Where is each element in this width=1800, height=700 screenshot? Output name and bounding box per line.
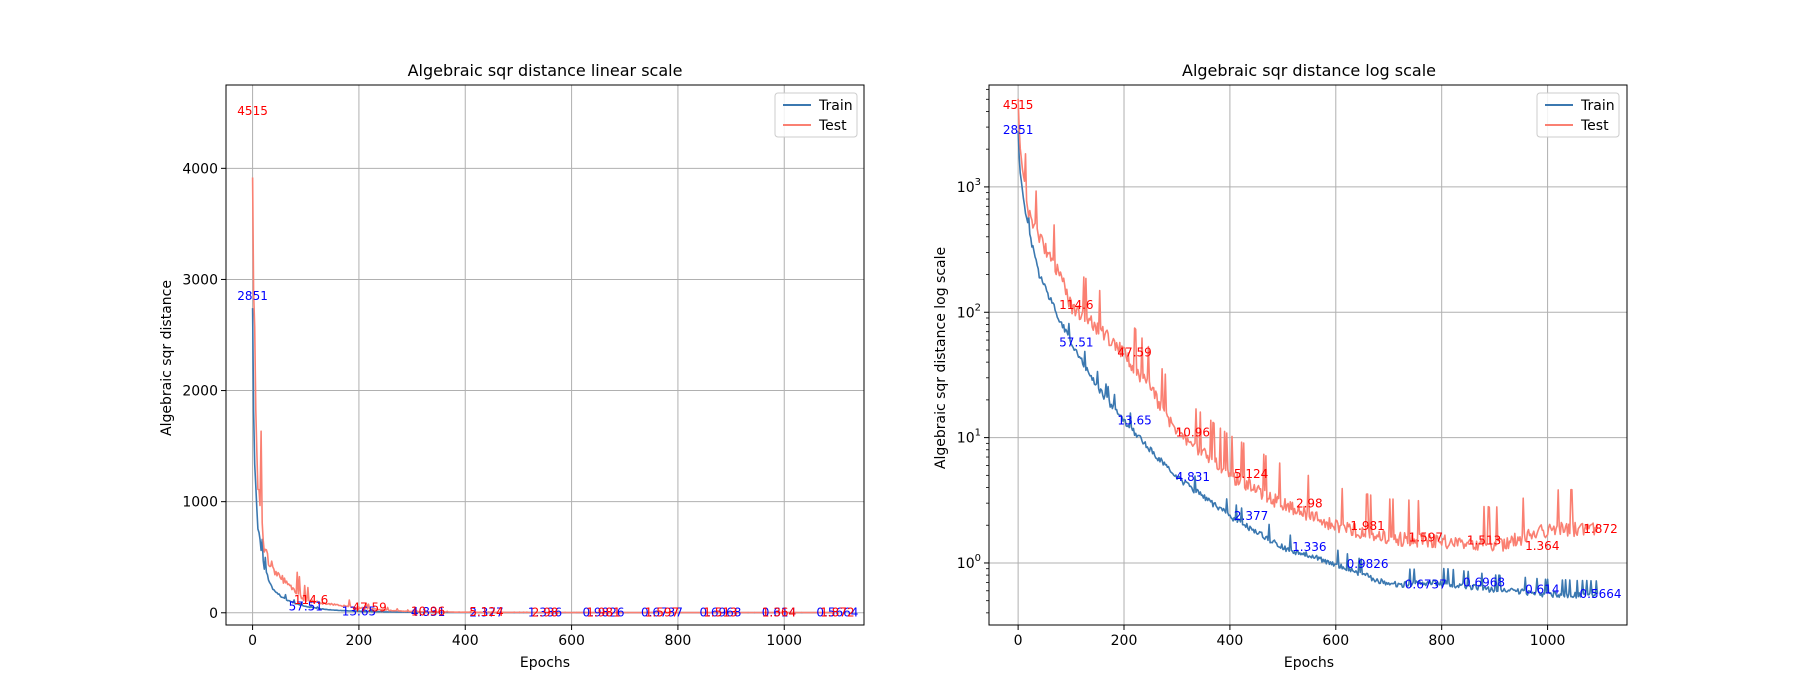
data-label-test: 5.124 — [469, 605, 503, 619]
legend-test-label: Test — [1580, 118, 1609, 134]
data-label-train: 13.65 — [342, 604, 376, 618]
y-tick-label: 1000 — [182, 495, 218, 511]
data-label-train: 0.6968 — [699, 606, 741, 620]
x-tick-label: 800 — [665, 633, 692, 649]
x-tick-label: 0 — [248, 633, 257, 649]
data-label-train: 0.9826 — [1347, 557, 1389, 571]
data-label-train: 4.831 — [411, 605, 445, 619]
chart-log-ylabel: Algebraic sqr distance log scale — [933, 247, 949, 469]
data-label-test: 47.59 — [1117, 346, 1151, 360]
plot-frame — [225, 84, 865, 626]
y-tick-label: 2000 — [182, 384, 218, 400]
x-tick-label: 600 — [558, 633, 585, 649]
data-label-train: 0.5664 — [816, 606, 858, 620]
chart-log-legend: Train Test — [1536, 92, 1620, 138]
data-label-train: 0.614 — [762, 606, 796, 620]
data-label-test: 1.597 — [645, 606, 679, 620]
data-label-test: 2.98 — [532, 605, 559, 619]
y-tick-exponent: 2 — [975, 302, 981, 313]
data-label-train: 57.51 — [1059, 335, 1093, 349]
chart-linear-ylabel: Algebraic sqr distance — [159, 280, 175, 436]
data-label-train: 0.9826 — [582, 606, 624, 620]
y-tick-exponent: 3 — [975, 177, 981, 188]
data-label-train: 0.6737 — [641, 606, 683, 620]
data-label-test: 1.513 — [703, 606, 737, 620]
data-label-train: 57.51 — [289, 599, 323, 613]
series-line-train — [1017, 130, 1599, 599]
data-label-train: 1.336 — [528, 606, 562, 620]
chart-log-title: Algebraic sqr distance log scale — [1182, 61, 1436, 80]
data-label-train: 2.377 — [469, 606, 503, 620]
y-tick-label: 3000 — [182, 272, 218, 288]
data-label-train: 4.831 — [1176, 470, 1210, 484]
data-label-train: 2851 — [237, 289, 268, 303]
data-label-test: 1.597 — [1409, 530, 1443, 544]
data-label-test: 114.6 — [294, 593, 328, 607]
data-label-test: 5.124 — [1234, 467, 1268, 481]
x-tick-label: 1000 — [766, 633, 802, 649]
data-label-train: 0.6737 — [1405, 577, 1447, 591]
data-label-test: 1.872 — [820, 606, 854, 620]
legend-train-label: Train — [1580, 98, 1615, 114]
chart-log-xlabel: Epochs — [1284, 655, 1334, 671]
data-label-test: 10.96 — [411, 605, 445, 619]
x-tick-label: 200 — [1111, 633, 1138, 649]
chart-linear-xlabel: Epochs — [520, 655, 570, 671]
data-label-test: 47.59 — [352, 600, 386, 614]
y-tick-exponent: 1 — [975, 428, 981, 439]
data-label-train: 0.5664 — [1580, 587, 1622, 601]
legend-train-label: Train — [818, 98, 853, 114]
data-label-test: 1.981 — [586, 606, 620, 620]
chart-log-plot: 2851 57.51 13.65 4.831 2.377 1.336 0.9826 0.673… — [957, 84, 1628, 649]
data-label-train: 0.6968 — [1463, 576, 1505, 590]
chart-log: Algebraic sqr distance log scale Epochs … — [933, 61, 1628, 671]
data-label-test: 1.872 — [1583, 522, 1617, 536]
chart-linear-plot: 2851 57.51 13.65 4.831 2.377 1.336 0.9826 0.673… — [182, 84, 865, 649]
data-label-train: 2.377 — [1234, 509, 1268, 523]
data-label-train: 2851 — [1003, 123, 1034, 137]
data-label-test: 1.364 — [762, 606, 796, 620]
y-tick-label: 4000 — [182, 161, 218, 177]
data-label-test: 2.98 — [1296, 497, 1323, 511]
data-label-test: 1.981 — [1350, 519, 1384, 533]
series-line-test — [1017, 98, 1599, 552]
plot-frame — [988, 84, 1628, 626]
data-label-test: 4515 — [237, 104, 268, 118]
y-tick-exponent: 0 — [975, 553, 981, 564]
data-label-test: 1.513 — [1467, 533, 1501, 547]
chart-linear: Algebraic sqr distance linear scale Epoc… — [159, 61, 865, 671]
x-tick-label: 400 — [452, 633, 479, 649]
data-label-test: 114.6 — [1059, 298, 1093, 312]
series-line-test — [251, 177, 835, 614]
data-label-train: 13.65 — [1117, 414, 1151, 428]
y-tick-label: 0 — [209, 606, 218, 622]
data-label-train: 1.336 — [1292, 540, 1326, 554]
x-tick-label: 800 — [1428, 633, 1455, 649]
data-label-train: 0.614 — [1525, 583, 1559, 597]
x-tick-label: 600 — [1322, 633, 1349, 649]
data-label-test: 1.364 — [1525, 539, 1559, 553]
chart-linear-title: Algebraic sqr distance linear scale — [408, 61, 683, 80]
legend-test-label: Test — [818, 118, 847, 134]
x-tick-label: 200 — [346, 633, 373, 649]
x-tick-label: 0 — [1014, 633, 1023, 649]
x-tick-label: 400 — [1217, 633, 1244, 649]
x-tick-label: 1000 — [1530, 633, 1566, 649]
data-label-test: 4515 — [1003, 98, 1034, 112]
chart-linear-legend: Train Test — [774, 92, 858, 138]
data-label-test: 10.96 — [1176, 426, 1210, 440]
